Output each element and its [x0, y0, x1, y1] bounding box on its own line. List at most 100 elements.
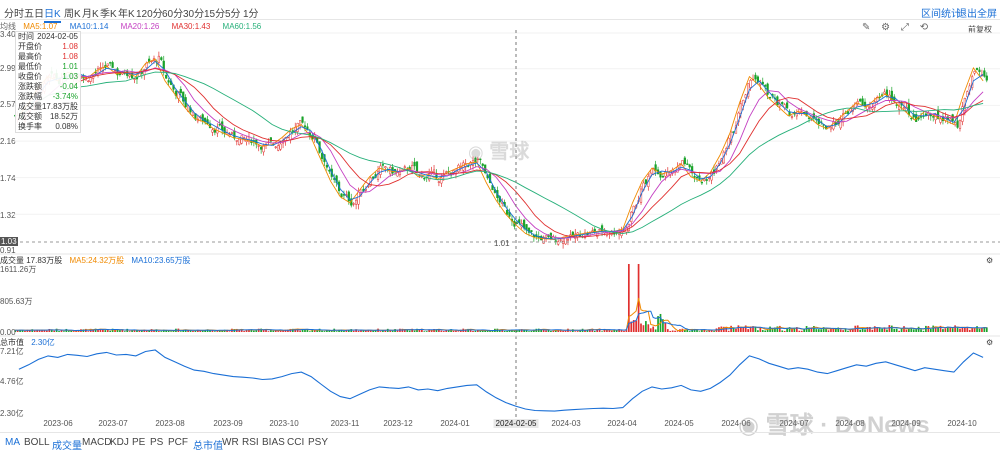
indicator-rsi[interactable]: RSI	[242, 437, 259, 448]
volume-bar	[218, 330, 221, 332]
indicator-pe[interactable]: PE	[132, 437, 146, 448]
volume-bar	[523, 329, 525, 332]
volume-bar	[895, 328, 898, 332]
indicator-ma[interactable]: MA	[5, 437, 20, 448]
volume-bar	[506, 331, 508, 332]
volume-bar	[347, 329, 350, 332]
draw-icon[interactable]: ✎	[862, 22, 871, 33]
volume-bar	[274, 329, 277, 332]
volume-bar	[228, 331, 231, 332]
period-tab-fenshi[interactable]: 分时	[4, 9, 24, 20]
candle-body	[851, 106, 854, 112]
period-tab-monthly[interactable]: 月K	[82, 9, 99, 20]
tooltip-label: 收盘价	[18, 72, 42, 81]
volume-bar	[486, 330, 489, 332]
kline-chart[interactable]	[0, 0, 1000, 420]
volume-bar	[925, 325, 927, 332]
ma10-value: 1.14	[92, 22, 109, 31]
candle-body	[703, 178, 706, 181]
candle-body	[849, 108, 852, 112]
volume-bar	[910, 328, 913, 332]
tooltip-row-change: 涨跌额 -0.04	[16, 82, 80, 92]
period-tab-15min[interactable]: 15分	[204, 9, 226, 20]
candle-body	[705, 179, 708, 181]
volume-bar	[771, 328, 774, 332]
candle-body	[708, 177, 711, 179]
center-watermark: ◉ 雪球	[468, 135, 529, 164]
period-tab-5min[interactable]: 5分	[225, 9, 241, 20]
period-tab-quarterly[interactable]: 季K	[100, 9, 117, 20]
tooltip-value: 17.83万股	[41, 102, 79, 111]
indicator-ps[interactable]: PS	[150, 437, 164, 448]
candle-body	[764, 85, 767, 87]
volume-bar	[464, 329, 467, 332]
volume-bar	[282, 330, 284, 332]
volume-bar	[662, 319, 664, 332]
candle-body	[761, 81, 764, 85]
volume-bar	[489, 330, 491, 332]
period-tab-1min[interactable]: 1分	[243, 9, 259, 20]
indicator-bias[interactable]: BIAS	[262, 437, 285, 448]
refresh-icon[interactable]: ⟲	[919, 22, 929, 33]
volume-bar	[21, 329, 24, 332]
adjust-mode-button[interactable]: 前复权	[968, 25, 992, 34]
indicator-wr[interactable]: WR	[222, 437, 239, 448]
period-tab-120min[interactable]: 120分	[136, 9, 163, 20]
volume-bar	[484, 330, 487, 332]
volume-tick-zero: 0.00	[0, 328, 16, 337]
volume-bar	[834, 327, 837, 332]
mcap-value: 2.30亿	[31, 338, 55, 347]
tooltip-label: 最高价	[18, 52, 42, 61]
mcap-settings-icon[interactable]: ⚙	[986, 338, 994, 347]
candle-body	[301, 116, 304, 123]
mcap-line	[18, 349, 984, 412]
indicator-mcap[interactable]: 总市值	[193, 441, 223, 452]
settings-icon[interactable]: ⚙	[881, 22, 891, 33]
exit-fullscreen-link[interactable]: 退出全屏	[957, 9, 997, 20]
candle-body	[403, 166, 406, 168]
fullscreen-icon[interactable]: ⤢	[900, 22, 909, 33]
volume-bar	[749, 326, 752, 332]
volume-bar	[170, 331, 172, 332]
volume-bar	[50, 329, 53, 332]
indicator-pcf[interactable]: PCF	[168, 437, 188, 448]
volume-bar	[201, 330, 204, 332]
volume-bar	[196, 329, 199, 332]
volume-bar	[498, 330, 501, 332]
candle-body	[786, 102, 789, 109]
volume-bar	[31, 329, 34, 332]
candle-body	[883, 91, 886, 94]
volume-bar	[104, 330, 107, 332]
period-tab-daily[interactable]: 日K	[44, 5, 61, 23]
volume-settings-icon[interactable]: ⚙	[986, 256, 994, 265]
volume-bar	[832, 328, 835, 332]
candle-body	[162, 60, 165, 72]
volume-bar	[338, 329, 340, 332]
volume-bar	[562, 330, 564, 332]
candle-body	[505, 209, 509, 215]
volume-bar	[927, 326, 930, 332]
candle-body	[213, 129, 216, 133]
period-tab-yearly[interactable]: 年K	[118, 9, 135, 20]
candle-body	[221, 121, 224, 131]
volume-bar	[296, 328, 299, 332]
volume-bar	[613, 329, 616, 332]
volume-bar	[148, 330, 150, 332]
indicator-volume[interactable]: 成交量	[52, 441, 82, 452]
indicator-macd[interactable]: MACD	[82, 437, 112, 448]
indicator-kdj[interactable]: KDJ	[110, 437, 129, 448]
indicator-psy[interactable]: PSY	[308, 437, 329, 448]
volume-bar	[710, 329, 713, 332]
interval-stats-link[interactable]: 区间统计	[921, 9, 961, 20]
candle-body	[128, 74, 131, 77]
volume-bar	[847, 330, 849, 332]
indicator-cci[interactable]: CCI	[287, 437, 305, 448]
period-tab-60min[interactable]: 60分	[162, 9, 184, 20]
candle-body	[956, 120, 959, 128]
period-tab-5day[interactable]: 五日	[24, 9, 44, 20]
period-tab-30min[interactable]: 30分	[183, 9, 205, 20]
indicator-boll[interactable]: BOLL	[24, 437, 50, 448]
period-tab-weekly[interactable]: 周K	[64, 9, 81, 20]
volume-bar	[36, 330, 38, 332]
period-toolbar: 分时 五日 日K 周K 月K 季K 年K 120分 60分 30分 15分 5分…	[0, 0, 1000, 23]
